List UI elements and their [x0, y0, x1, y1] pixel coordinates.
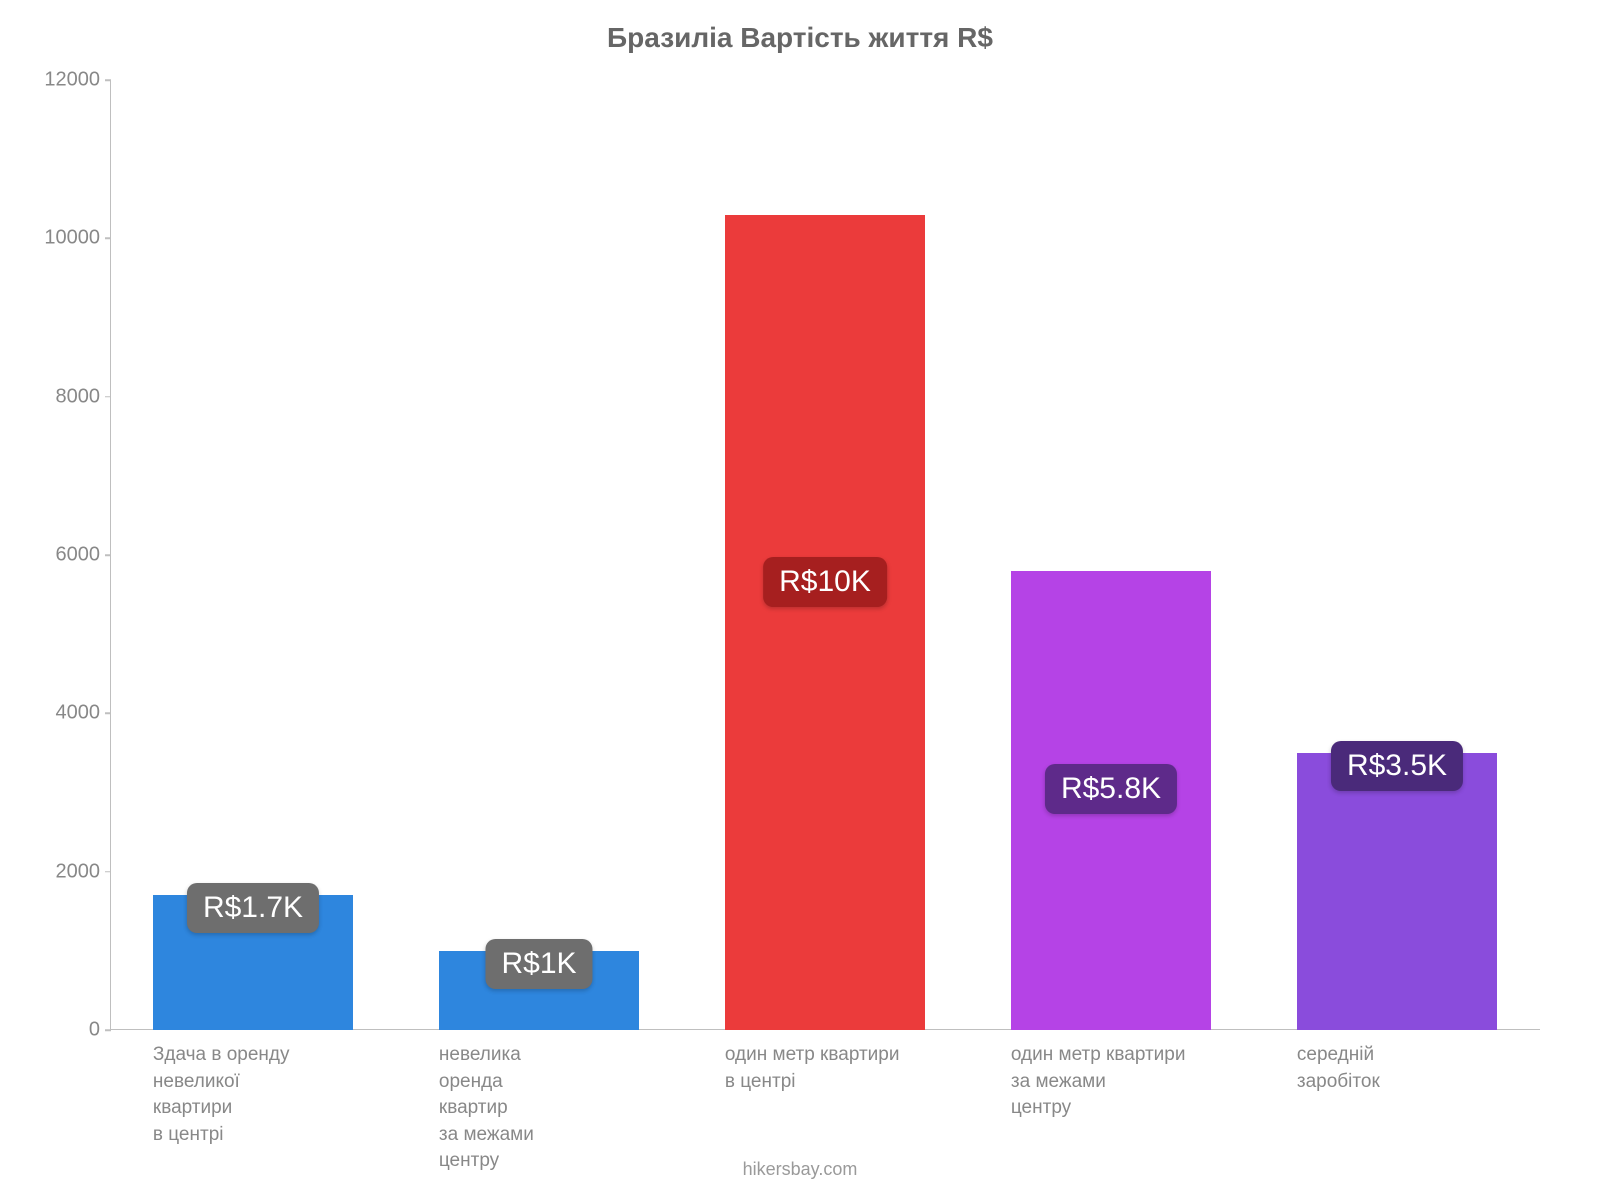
- x-tick-label: невелика оренда квартир за межами центру: [439, 1042, 679, 1175]
- x-tick-label: Здача в оренду невеликої квартири в цент…: [153, 1042, 393, 1148]
- y-tick-mark: [105, 1029, 111, 1031]
- x-tick-label: середній заробіток: [1297, 1042, 1537, 1095]
- y-tick-mark: [105, 396, 111, 398]
- value-badge: R$3.5K: [1331, 741, 1463, 791]
- value-badge: R$1K: [485, 939, 592, 989]
- y-tick-mark: [105, 554, 111, 556]
- y-tick-mark: [105, 713, 111, 715]
- value-badge: R$10K: [763, 557, 887, 607]
- bar: [725, 215, 925, 1030]
- chart-footer: hikersbay.com: [0, 1159, 1600, 1180]
- value-badge: R$5.8K: [1045, 764, 1177, 814]
- chart-container: Бразиліа Вартість життя R$ 0 2000 4000 6000…: [0, 0, 1600, 1200]
- y-tick-label: 10000: [10, 227, 100, 250]
- y-tick-label: 4000: [10, 702, 100, 725]
- y-tick-label: 8000: [10, 385, 100, 408]
- y-tick-label: 0: [10, 1019, 100, 1042]
- x-tick-label: один метр квартири в центрі: [725, 1042, 965, 1095]
- x-tick-label: один метр квартири за межами центру: [1011, 1042, 1251, 1122]
- y-tick-label: 2000: [10, 860, 100, 883]
- value-badge: R$1.7K: [187, 883, 319, 933]
- bar: [1297, 753, 1497, 1030]
- y-tick-mark: [105, 238, 111, 240]
- y-tick-mark: [105, 871, 111, 873]
- y-tick-label: 12000: [10, 69, 100, 92]
- chart-title: Бразиліа Вартість життя R$: [0, 22, 1600, 54]
- y-tick-label: 6000: [10, 544, 100, 567]
- y-tick-mark: [105, 79, 111, 81]
